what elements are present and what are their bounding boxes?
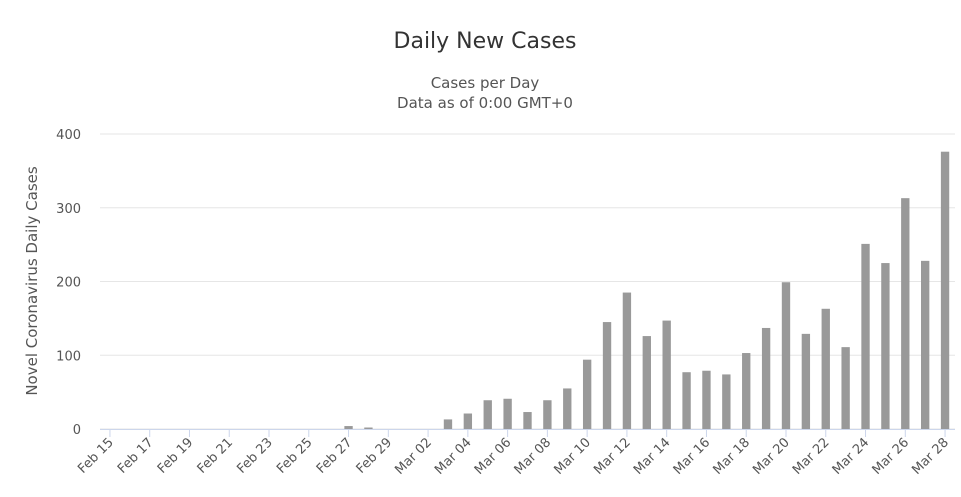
x-tick-label: Mar 10	[551, 435, 594, 478]
x-tick-label: Feb 23	[234, 435, 276, 477]
bar	[920, 260, 930, 429]
chart-subtitle: Data as of 0:00 GMT+0	[397, 94, 573, 112]
x-tick-label: Feb 17	[115, 435, 157, 477]
bar	[662, 320, 671, 429]
x-tick-label: Mar 02	[392, 435, 435, 478]
bar	[523, 412, 532, 429]
bar	[463, 413, 473, 429]
x-tick-label: Feb 25	[274, 435, 316, 477]
bar	[364, 427, 373, 429]
bar	[682, 372, 691, 429]
x-tick-label: Feb 29	[354, 435, 396, 477]
bar	[622, 292, 632, 429]
y-tick-label: 0	[73, 423, 81, 438]
x-tick-label: Feb 21	[195, 435, 237, 477]
bar	[483, 400, 492, 429]
x-tick-label: Mar 22	[790, 435, 833, 478]
chart-subtitle: Cases per Day	[431, 74, 540, 92]
bar	[722, 374, 731, 429]
bar	[642, 336, 651, 429]
y-tick-label: 100	[56, 349, 81, 364]
x-tick-label: Feb 27	[314, 435, 356, 477]
y-tick-label: 300	[56, 202, 81, 217]
bar	[861, 243, 870, 429]
bar	[761, 327, 771, 429]
x-tick-label: Mar 14	[631, 435, 674, 478]
chart-title: Daily New Cases	[394, 29, 577, 54]
x-tick-label: Mar 12	[591, 435, 634, 478]
bar	[742, 353, 751, 429]
bar	[344, 426, 353, 429]
y-tick-label: 200	[56, 276, 81, 291]
x-tick-label: Mar 08	[512, 435, 555, 478]
bar	[443, 419, 453, 429]
bar	[841, 347, 850, 429]
bar	[702, 370, 711, 429]
x-tick-label: Mar 04	[432, 435, 475, 478]
x-tick-label: Feb 15	[75, 435, 117, 477]
bar	[940, 151, 950, 429]
bar	[881, 263, 890, 429]
y-tick-label: 400	[56, 128, 81, 143]
bar	[563, 388, 572, 429]
bar	[503, 398, 512, 429]
bar	[821, 308, 830, 429]
bar	[781, 282, 791, 429]
bar	[602, 322, 612, 429]
x-tick-label: Mar 16	[671, 435, 714, 478]
bar	[543, 400, 552, 429]
bar	[901, 198, 910, 429]
x-tick-label: Mar 18	[710, 435, 753, 478]
x-tick-label: Feb 19	[155, 435, 197, 477]
y-axis-title: Novel Coronavirus Daily Cases	[23, 166, 41, 396]
x-tick-label: Mar 20	[750, 435, 793, 478]
x-tick-label: Mar 28	[909, 435, 952, 478]
bar	[801, 333, 811, 429]
bar	[582, 359, 592, 429]
x-tick-label: Mar 24	[830, 435, 873, 478]
x-tick-label: Mar 26	[870, 435, 913, 478]
x-tick-label: Mar 06	[472, 435, 515, 478]
